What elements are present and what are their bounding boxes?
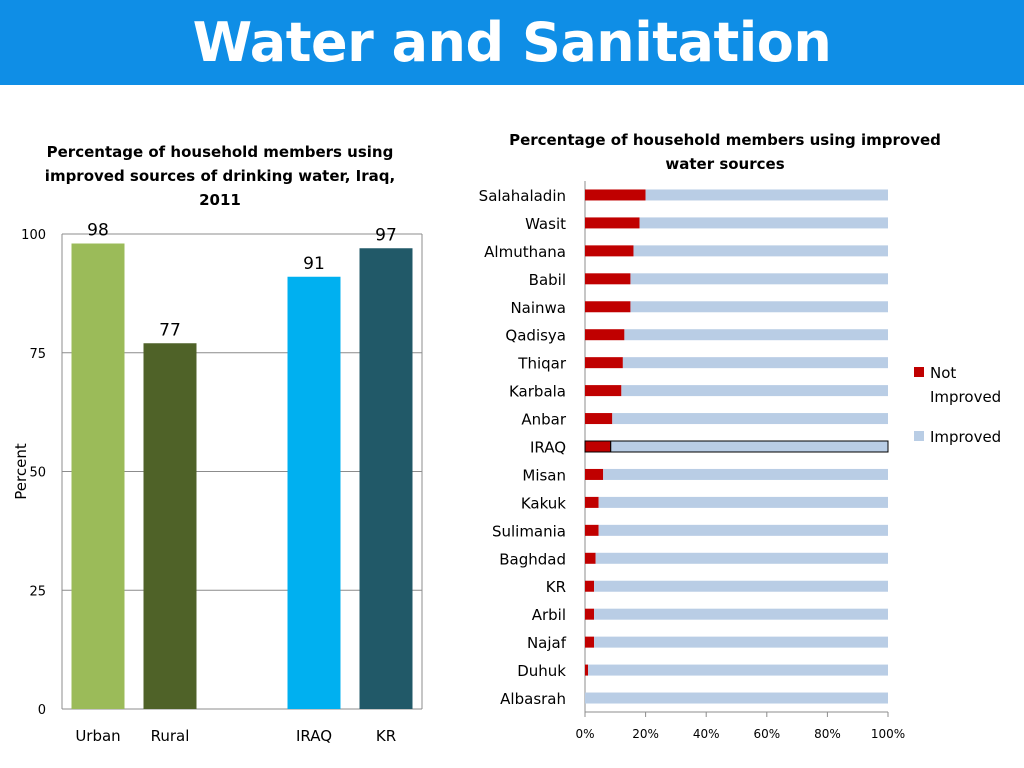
bar-kr <box>359 248 413 709</box>
category-label: KR <box>546 578 566 596</box>
legend-label-not-improved-line2: Improved <box>930 388 1001 406</box>
bar-improved <box>621 385 888 397</box>
category-label: Thiqar <box>517 355 567 373</box>
x-tick-label: 0% <box>575 727 594 741</box>
legend-swatch-improved <box>914 431 924 441</box>
bar-improved <box>588 664 888 676</box>
data-label: 98 <box>87 221 109 241</box>
category-label: Salahaladin <box>479 187 566 205</box>
bar-improved <box>612 413 888 425</box>
x-tick-label: IRAQ <box>296 727 332 745</box>
bar-improved <box>594 580 888 592</box>
y-axis-label: Percent <box>12 443 30 500</box>
y-tick-label: 0 <box>38 703 46 718</box>
category-label: Duhuk <box>517 662 566 680</box>
legend-label-improved: Improved <box>930 428 1001 446</box>
bar-improved <box>594 608 888 620</box>
bar-improved <box>585 692 888 704</box>
bar-not-improved <box>585 301 631 313</box>
category-label: Misan <box>522 466 566 484</box>
bar-improved <box>603 468 888 480</box>
y-tick-label: 25 <box>29 584 46 599</box>
bar-not-improved <box>585 608 595 620</box>
bar-improved <box>633 245 888 257</box>
bar-rural <box>143 343 197 709</box>
category-label: Najaf <box>527 634 567 652</box>
bar-not-improved <box>585 385 622 397</box>
data-label: 91 <box>303 254 325 274</box>
bar-not-improved <box>585 468 604 480</box>
bar-improved <box>622 357 888 369</box>
bar-not-improved <box>585 357 623 369</box>
category-label: Wasit <box>525 215 566 233</box>
bar-not-improved <box>585 524 599 536</box>
y-tick-label: 100 <box>21 228 46 243</box>
y-tick-label: 75 <box>29 347 46 362</box>
bar-improved <box>598 496 888 508</box>
category-label: Arbil <box>532 606 566 624</box>
category-label: Kakuk <box>521 494 566 512</box>
page-title: Water and Sanitation <box>192 11 832 74</box>
bar-not-improved <box>585 273 631 285</box>
bar-not-improved <box>585 217 640 229</box>
bar-improved <box>598 524 888 536</box>
bar-not-improved <box>585 580 595 592</box>
legend-swatch-not-improved <box>914 367 924 377</box>
y-tick-label: 50 <box>29 466 46 481</box>
category-label: Anbar <box>521 411 566 429</box>
bar-improved <box>639 217 888 229</box>
right-chart-title: Percentage of household members using im… <box>509 131 941 173</box>
bar-not-improved <box>585 189 646 201</box>
bar-improved <box>630 273 888 285</box>
x-tick-label: Rural <box>151 727 190 745</box>
bar-improved <box>595 552 888 564</box>
data-label: 97 <box>375 225 397 245</box>
bar-not-improved <box>585 329 625 341</box>
x-tick-label: 40% <box>693 727 720 741</box>
legend-label-not-improved-line1: Not <box>930 364 956 382</box>
bar-not-improved <box>585 664 589 676</box>
x-tick-label: KR <box>376 727 396 745</box>
bar-improved <box>610 440 889 453</box>
title-banner: Water and Sanitation <box>0 0 1024 85</box>
bar-not-improved <box>585 636 595 648</box>
bar-not-improved <box>585 245 634 257</box>
bar-urban <box>71 243 125 709</box>
x-tick-label: 20% <box>632 727 659 741</box>
category-label: Almuthana <box>484 243 566 261</box>
x-tick-label: Urban <box>75 727 120 745</box>
bar-improved <box>594 636 888 648</box>
category-label: Albasrah <box>500 690 566 708</box>
category-label: Karbala <box>509 383 566 401</box>
left-chart-title: Percentage of household members using im… <box>44 143 396 209</box>
bar-not-improved <box>585 413 613 425</box>
bar-iraq <box>287 276 341 709</box>
category-label: Baghdad <box>499 550 566 568</box>
data-label: 77 <box>159 320 181 340</box>
category-label: Qadisya <box>505 327 566 345</box>
x-tick-label: 80% <box>814 727 841 741</box>
category-label: Nainwa <box>510 299 566 317</box>
category-label: Babil <box>529 271 566 289</box>
x-tick-label: 100% <box>871 727 905 741</box>
bar-not-improved <box>585 552 596 564</box>
bar-improved <box>645 189 888 201</box>
bar-not-improved <box>585 496 599 508</box>
bar-improved <box>624 329 888 341</box>
bar-improved <box>630 301 888 313</box>
bar-not-improved <box>584 440 612 453</box>
category-label: Sulimania <box>492 522 566 540</box>
x-tick-label: 60% <box>753 727 780 741</box>
category-label: IRAQ <box>530 439 566 457</box>
